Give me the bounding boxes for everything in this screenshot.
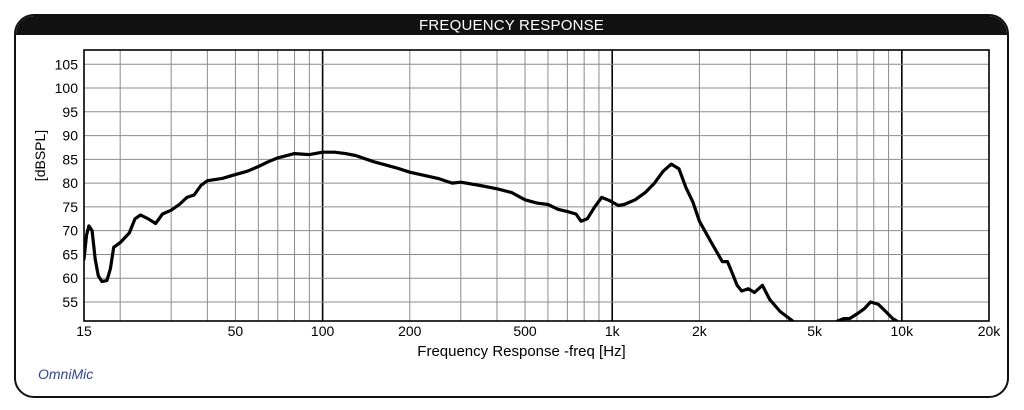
y-axis-label: [dBSPL] bbox=[32, 130, 48, 181]
chart-title: FREQUENCY RESPONSE bbox=[16, 16, 1007, 35]
x-tick-label: 50 bbox=[228, 323, 244, 339]
x-tick-label: 100 bbox=[311, 323, 335, 339]
y-tick-label: 60 bbox=[62, 270, 78, 286]
brand-label: OmniMic bbox=[38, 366, 94, 382]
x-tick-label: 2k bbox=[692, 323, 708, 339]
response-curve-2 bbox=[835, 300, 899, 321]
y-tick-label: 90 bbox=[62, 128, 78, 144]
y-tick-label: 65 bbox=[62, 246, 78, 262]
response-curve-1 bbox=[84, 150, 795, 321]
y-tick-label: 55 bbox=[62, 294, 78, 310]
y-tick-label: 105 bbox=[55, 56, 79, 72]
y-tick-label: 80 bbox=[62, 175, 78, 191]
y-tick-label: 95 bbox=[62, 104, 78, 120]
x-tick-label: 20k bbox=[978, 323, 1002, 339]
x-tick-label: 200 bbox=[398, 323, 422, 339]
x-tick-label: 5k bbox=[807, 323, 823, 339]
y-tick-label: 100 bbox=[55, 80, 79, 96]
y-tick-label: 70 bbox=[62, 223, 78, 239]
x-tick-label: 500 bbox=[513, 323, 537, 339]
plot-area bbox=[84, 50, 989, 321]
y-tick-label: 85 bbox=[62, 151, 78, 167]
x-tick-label: 10k bbox=[891, 323, 915, 339]
x-tick-label: 15 bbox=[76, 323, 92, 339]
x-tick-label: 1k bbox=[605, 323, 621, 339]
x-axis-label: Frequency Response -freq [Hz] bbox=[417, 343, 625, 360]
plot-border bbox=[83, 49, 990, 322]
y-tick-label: 75 bbox=[62, 199, 78, 215]
